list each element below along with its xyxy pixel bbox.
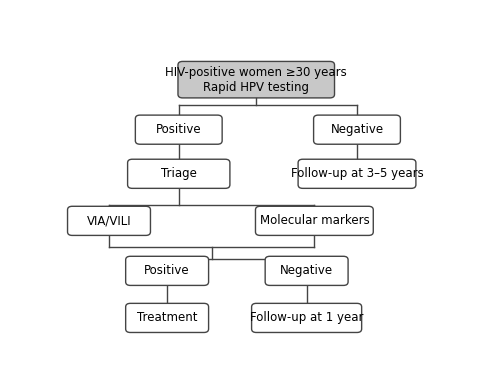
Text: HIV-positive women ≥30 years
Rapid HPV testing: HIV-positive women ≥30 years Rapid HPV t…	[166, 66, 347, 94]
Text: Negative: Negative	[330, 123, 384, 136]
FancyBboxPatch shape	[256, 206, 374, 235]
Text: Negative: Negative	[280, 264, 333, 277]
Text: Treatment: Treatment	[137, 311, 198, 324]
Text: Follow-up at 1 year: Follow-up at 1 year	[250, 311, 364, 324]
Text: VIA/VILI: VIA/VILI	[86, 214, 132, 227]
Text: Triage: Triage	[161, 167, 196, 180]
FancyBboxPatch shape	[298, 159, 416, 188]
Text: Follow-up at 3–5 years: Follow-up at 3–5 years	[290, 167, 424, 180]
FancyBboxPatch shape	[265, 256, 348, 285]
FancyBboxPatch shape	[126, 256, 208, 285]
FancyBboxPatch shape	[314, 115, 400, 144]
FancyBboxPatch shape	[128, 159, 230, 188]
Text: Molecular markers: Molecular markers	[260, 214, 369, 227]
Text: Positive: Positive	[156, 123, 202, 136]
FancyBboxPatch shape	[178, 62, 334, 98]
Text: Positive: Positive	[144, 264, 190, 277]
FancyBboxPatch shape	[126, 303, 208, 332]
FancyBboxPatch shape	[68, 206, 150, 235]
FancyBboxPatch shape	[136, 115, 222, 144]
FancyBboxPatch shape	[252, 303, 362, 332]
